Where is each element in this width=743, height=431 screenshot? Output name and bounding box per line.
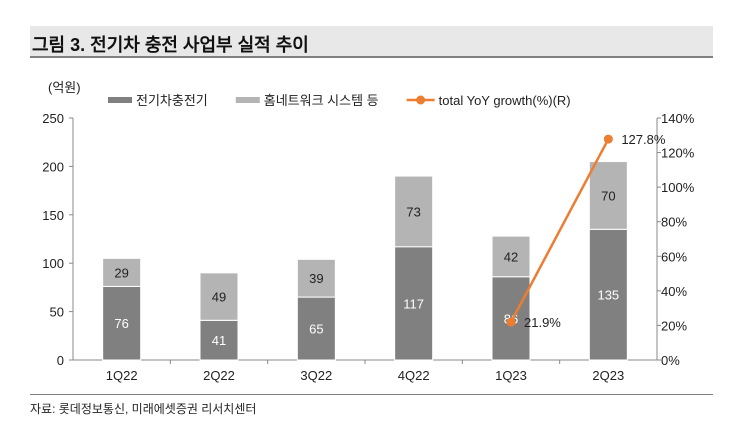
right-tick-label: 100% — [661, 180, 695, 195]
growth-line — [509, 138, 610, 323]
right-tick-label: 20% — [661, 318, 687, 333]
bar-segment — [588, 161, 628, 230]
bar-segment — [199, 319, 239, 361]
x-tick-label: 1Q23 — [495, 368, 527, 383]
legend-label: total YoY growth(%)(R) — [439, 93, 571, 108]
left-tick-label: 200 — [42, 159, 64, 174]
bar-segment — [394, 246, 434, 361]
left-tick-label: 100 — [42, 256, 64, 271]
legend-label: 전기차충전기 — [136, 93, 208, 108]
legend-swatch — [108, 97, 132, 103]
right-tick-label: 0% — [661, 353, 680, 368]
bar-segment — [296, 258, 336, 298]
right-tick-label: 40% — [661, 284, 687, 299]
x-tick-label: 4Q22 — [398, 368, 430, 383]
y-unit-label: (억원) — [48, 80, 81, 95]
source-note: 자료: 롯데정보통신, 미래에셋증권 리서치센터 — [30, 402, 257, 416]
bar-data-label: 117 — [403, 296, 424, 311]
bar-data-label: 135 — [597, 288, 619, 303]
bar-data-label: 76 — [114, 316, 128, 331]
x-tick-label: 2Q22 — [203, 368, 235, 383]
right-tick-label: 140% — [661, 111, 695, 126]
bar-data-label: 29 — [114, 265, 128, 280]
left-tick-label: 150 — [42, 208, 64, 223]
growth-data-label: 21.9% — [524, 315, 561, 330]
title-bar: 그림 3. 전기차 충전 사업부 실적 추이 — [30, 26, 713, 58]
legend-marker — [416, 95, 426, 105]
left-tick-label: 50 — [50, 305, 64, 320]
bar-data-label: 41 — [212, 333, 226, 348]
bar-data-label: 42 — [504, 249, 518, 264]
left-tick-label: 0 — [57, 353, 64, 368]
chart-title: 그림 3. 전기차 충전 사업부 실적 추이 — [32, 35, 309, 55]
bar-segment — [588, 228, 628, 361]
bar-data-label: 70 — [601, 188, 615, 203]
bar-data-label: 39 — [309, 271, 323, 286]
right-tick-label: 120% — [661, 146, 695, 161]
divider — [30, 394, 713, 395]
growth-data-label: 127.8% — [621, 132, 666, 147]
right-tick-label: 60% — [661, 249, 687, 264]
bar-data-label: 49 — [212, 290, 226, 305]
bar-segment — [199, 272, 239, 321]
x-tick-label: 3Q22 — [300, 368, 332, 383]
bar-segment — [394, 175, 434, 248]
left-tick-label: 250 — [42, 111, 64, 126]
right-tick-label: 80% — [661, 215, 687, 230]
bar-segment — [296, 296, 336, 361]
bar-data-label: 73 — [406, 204, 420, 219]
growth-point — [603, 134, 613, 144]
bar-segment — [491, 235, 531, 278]
x-tick-label: 2Q23 — [592, 368, 624, 383]
bar-segment — [102, 285, 142, 361]
bar-data-label: 65 — [309, 322, 323, 337]
x-tick-label: 1Q22 — [106, 368, 138, 383]
legend-swatch — [235, 97, 260, 103]
growth-point — [506, 317, 516, 327]
bar-segment — [102, 257, 142, 287]
legend-label: 홈네트워크 시스템 등 — [264, 93, 379, 108]
